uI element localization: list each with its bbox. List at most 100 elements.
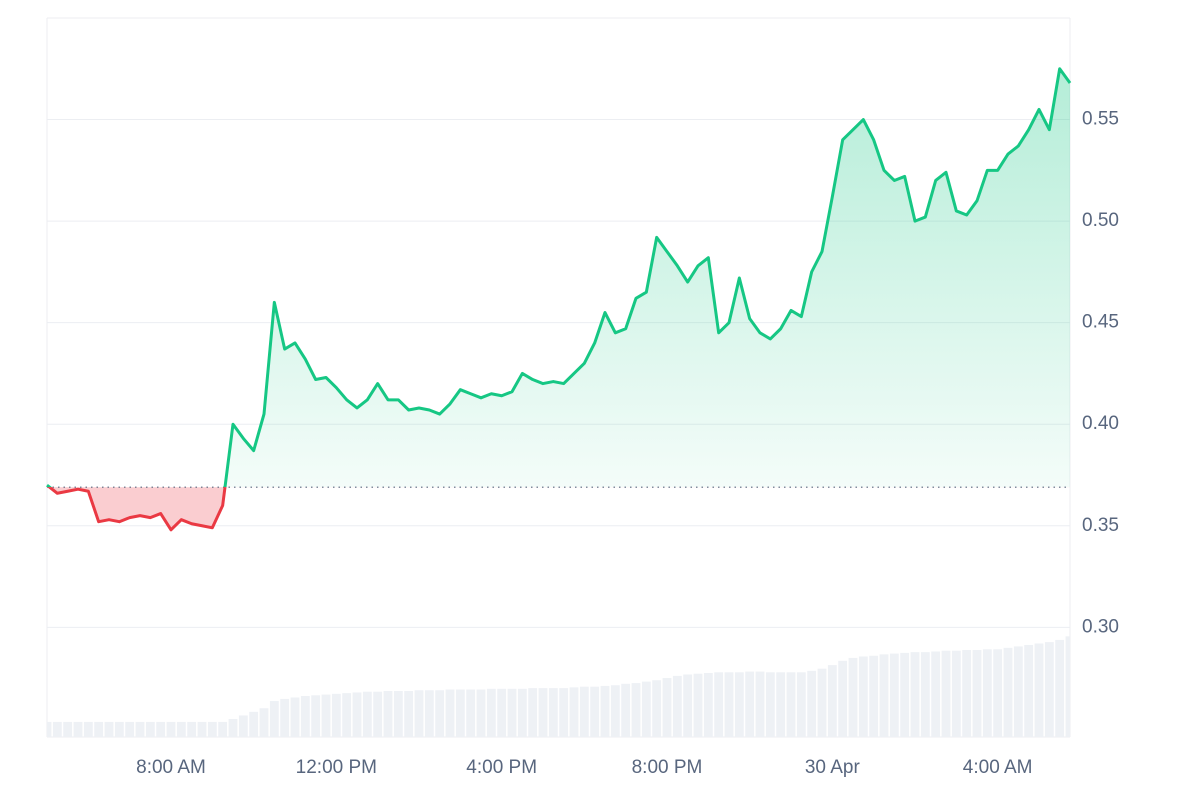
volume-bar (187, 721, 197, 737)
volume-bar (1034, 643, 1044, 737)
volume-bar (228, 719, 238, 737)
volume-bar (1065, 636, 1070, 737)
volume-bar (145, 721, 155, 737)
volume-bar (300, 696, 310, 737)
volume-bar (579, 686, 589, 737)
volume-bar (249, 711, 259, 737)
volume-bar (404, 690, 414, 737)
volume-bar (135, 721, 145, 737)
volume-bar (610, 685, 620, 737)
volume-bar (259, 708, 269, 737)
volume-bar (497, 688, 507, 737)
x-tick-label: 8:00 AM (136, 757, 206, 778)
volume-bar (703, 673, 713, 737)
volume-bar (827, 665, 837, 737)
volume-bar (817, 668, 827, 737)
volume-bar (776, 672, 786, 737)
volume-bar (982, 649, 992, 737)
volume-bar (156, 721, 166, 737)
volume-bar (83, 721, 93, 737)
volume-bar (621, 683, 631, 737)
volume-bar (889, 653, 899, 737)
volume-bar (734, 672, 744, 737)
volume-bar (714, 672, 724, 737)
volume-bar (920, 652, 930, 737)
volume-bar (176, 721, 186, 737)
volume-bar (672, 675, 682, 737)
volume-bar (476, 689, 486, 737)
volume-bar (848, 657, 858, 737)
volume-bar (63, 721, 73, 737)
volume-bar (445, 689, 455, 737)
volume-bar (47, 721, 52, 737)
volume-bar (941, 650, 951, 737)
volume-bar (724, 672, 734, 737)
volume-bar (218, 721, 228, 737)
volume-bar (869, 655, 879, 737)
volume-bar (631, 683, 641, 737)
price-line-up (46, 67, 1072, 488)
x-tick-label: 30 Apr (805, 757, 861, 778)
volume-bar (362, 691, 372, 737)
price-line-down (47, 487, 227, 532)
volume-bar (765, 672, 775, 737)
x-tick-label: 4:00 PM (466, 757, 537, 778)
volume-bar (1044, 642, 1054, 737)
volume-bar (435, 690, 445, 737)
volume-bar (931, 651, 941, 737)
volume-bar (373, 691, 383, 737)
volume-bar (52, 721, 62, 737)
volume-bar (962, 650, 972, 737)
x-tick-label: 4:00 AM (963, 757, 1033, 778)
volume-bar (238, 715, 248, 737)
volume-bar (1003, 647, 1013, 737)
y-tick-label: 0.55 (1082, 109, 1119, 130)
volume-bar (910, 652, 920, 737)
volume-bar (548, 688, 558, 737)
volume-bar (94, 721, 104, 737)
y-tick-label: 0.30 (1082, 616, 1119, 637)
x-tick-label: 8:00 PM (632, 757, 703, 778)
volume-bar (269, 701, 279, 737)
volume-bar (879, 654, 889, 737)
volume-bar (414, 690, 424, 737)
volume-bar (311, 695, 321, 737)
y-tick-label: 0.50 (1082, 210, 1119, 231)
volume-bar (73, 721, 83, 737)
volume-bar (466, 689, 476, 737)
volume-bar (342, 693, 352, 737)
volume-bar (280, 698, 290, 737)
y-tick-label: 0.35 (1082, 515, 1119, 536)
volume-bar (507, 688, 517, 737)
volume-bar (652, 680, 662, 737)
volume-bar (290, 697, 300, 737)
x-tick-label: 12:00 PM (296, 757, 377, 778)
volume-bar (559, 688, 569, 737)
volume-bar (455, 689, 465, 737)
volume-bar (538, 688, 548, 737)
volume-bar (197, 721, 207, 737)
volume-bar (383, 690, 393, 737)
volume-bar (972, 650, 982, 737)
volume-bar (755, 671, 765, 737)
volume-bar (600, 685, 610, 737)
volume-bar (641, 681, 651, 737)
volume-bar (1055, 639, 1065, 737)
y-tick-label: 0.40 (1082, 413, 1119, 434)
area-up (47, 68, 1070, 488)
volume-bar (424, 690, 434, 737)
volume-bar (125, 721, 135, 737)
volume-bar (693, 673, 703, 737)
volume-bar (517, 688, 527, 737)
volume-bar (786, 672, 796, 737)
volume-bar (1024, 644, 1034, 737)
volume-bar (745, 671, 755, 737)
volume-bar (1013, 646, 1023, 737)
volume-bar (796, 672, 806, 737)
volume-bar (590, 686, 600, 737)
volume-bar (807, 670, 817, 737)
volume-bar (838, 660, 848, 737)
volume-bar (900, 652, 910, 737)
